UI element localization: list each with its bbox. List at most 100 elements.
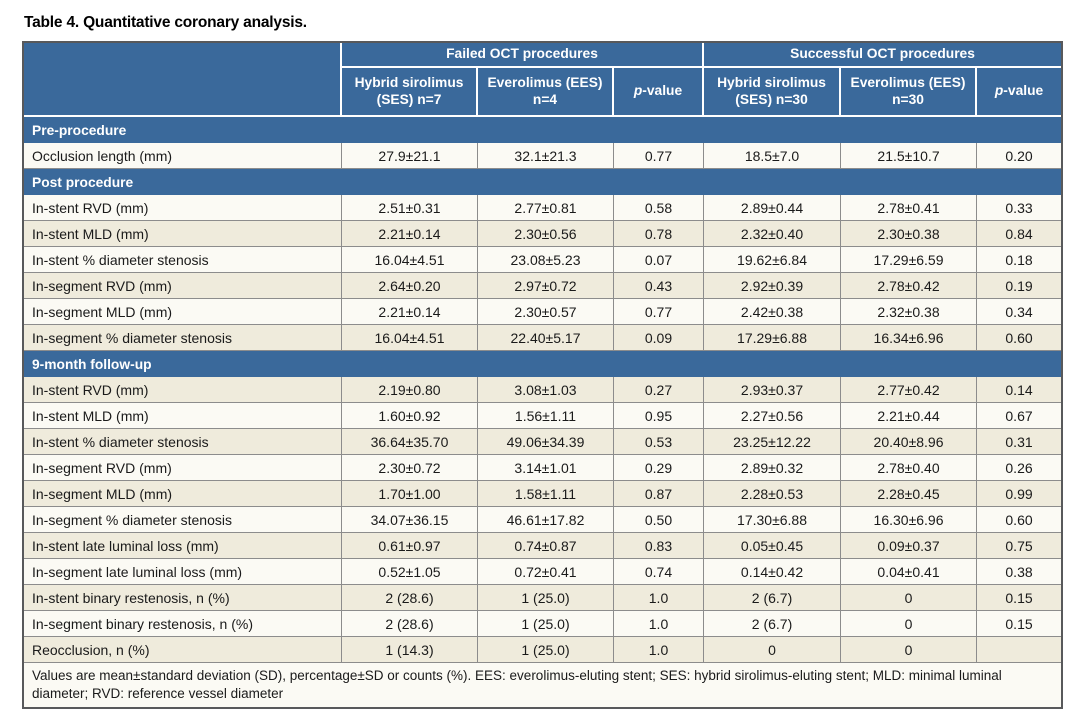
- value-cell: 0.15: [977, 585, 1062, 611]
- value-cell: 23.25±12.22: [704, 429, 842, 455]
- value-cell: 2.78±0.40: [841, 455, 978, 481]
- value-cell: 0.07: [614, 247, 705, 273]
- row-label: In-stent MLD (mm): [24, 403, 342, 429]
- value-cell: 0.43: [614, 273, 705, 299]
- p-italic: p: [633, 83, 643, 99]
- table-header: Failed OCT procedures Successful OCT pro…: [24, 43, 1062, 117]
- value-cell: 2.30±0.56: [478, 221, 614, 247]
- value-cell: 0.78: [614, 221, 705, 247]
- value-cell: 0.52±1.05: [342, 559, 478, 585]
- group-header-failed: Failed OCT procedures: [342, 43, 705, 68]
- value-cell: 23.08±5.23: [478, 247, 614, 273]
- row-label: In-stent % diameter stenosis: [24, 247, 342, 273]
- value-cell: 2.78±0.42: [841, 273, 978, 299]
- value-cell: 0.29: [614, 455, 705, 481]
- value-cell: 2.77±0.81: [478, 195, 614, 221]
- value-cell: 0.53: [614, 429, 705, 455]
- value-cell: 2.27±0.56: [704, 403, 842, 429]
- table-row: Reocclusion, n (%) 1 (14.3) 1 (25.0) 1.0 0 0: [24, 637, 1062, 663]
- value-cell: 0.74±0.87: [478, 533, 614, 559]
- value-cell: 17.29±6.59: [841, 247, 978, 273]
- value-cell: 2.30±0.38: [841, 221, 978, 247]
- col-success-pvalue: p-value: [977, 68, 1062, 117]
- value-cell: 49.06±34.39: [478, 429, 614, 455]
- value-cell: 0.95: [614, 403, 705, 429]
- table-row: In-segment MLD (mm) 1.70±1.00 1.58±1.11 0.8…: [24, 481, 1062, 507]
- value-cell: 2.30±0.72: [342, 455, 478, 481]
- value-cell: 18.5±7.0: [704, 143, 842, 169]
- value-cell: 2.51±0.31: [342, 195, 478, 221]
- value-cell: 2.92±0.39: [704, 273, 842, 299]
- value-cell: 0.09±0.37: [841, 533, 978, 559]
- value-cell: 34.07±36.15: [342, 507, 478, 533]
- value-cell: 0.72±0.41: [478, 559, 614, 585]
- value-cell: 1 (25.0): [478, 637, 614, 663]
- row-label: In-stent MLD (mm): [24, 221, 342, 247]
- value-cell: 1 (25.0): [478, 585, 614, 611]
- value-cell: 0.60: [977, 325, 1062, 351]
- value-cell: 3.14±1.01: [478, 455, 614, 481]
- value-cell: 2.30±0.57: [478, 299, 614, 325]
- value-cell: 0.77: [614, 143, 705, 169]
- value-cell: 0.04±0.41: [841, 559, 978, 585]
- value-cell: 32.1±21.3: [478, 143, 614, 169]
- row-label: Occlusion length (mm): [24, 143, 342, 169]
- value-cell: 2.21±0.14: [342, 299, 478, 325]
- value-cell: 0.15: [977, 611, 1062, 637]
- value-cell: 46.61±17.82: [478, 507, 614, 533]
- value-cell: 2.21±0.14: [342, 221, 478, 247]
- table-row: In-stent MLD (mm) 2.21±0.14 2.30±0.56 0.78 2…: [24, 221, 1062, 247]
- value-cell: 2.28±0.53: [704, 481, 842, 507]
- value-cell: 3.08±1.03: [478, 377, 614, 403]
- table-row: In-stent binary restenosis, n (%) 2 (28.6…: [24, 585, 1062, 611]
- col-success-ees: Everolimus (EES) n=30: [841, 68, 978, 117]
- value-cell: 0.38: [977, 559, 1062, 585]
- column-header-row: Hybrid sirolimus (SES) n=7 Everolimus (EE…: [24, 68, 1062, 117]
- value-cell: 2.32±0.38: [841, 299, 978, 325]
- row-label: In-segment % diameter stenosis: [24, 325, 342, 351]
- value-cell: 0.31: [977, 429, 1062, 455]
- value-cell: 1.56±1.11: [478, 403, 614, 429]
- p-italic: p: [994, 83, 1004, 99]
- table-row: In-stent RVD (mm) 2.19±0.80 3.08±1.03 0.27 2…: [24, 377, 1062, 403]
- value-cell: 1.60±0.92: [342, 403, 478, 429]
- row-label: In-segment RVD (mm): [24, 273, 342, 299]
- value-cell: 1 (25.0): [478, 611, 614, 637]
- value-cell: 0.83: [614, 533, 705, 559]
- value-cell: 0.14: [977, 377, 1062, 403]
- value-cell: 2.97±0.72: [478, 273, 614, 299]
- value-cell: 0: [704, 637, 842, 663]
- value-cell: 0.77: [614, 299, 705, 325]
- value-cell: [977, 637, 1062, 663]
- table-row: In-segment late luminal loss (mm) 0.52±1.…: [24, 559, 1062, 585]
- value-cell: 0: [841, 637, 978, 663]
- footnote-row: Values are mean±standard deviation (SD),…: [24, 663, 1062, 708]
- value-cell: 2.19±0.80: [342, 377, 478, 403]
- row-label: In-segment RVD (mm): [24, 455, 342, 481]
- value-cell: 1.70±1.00: [342, 481, 478, 507]
- value-cell: 1.58±1.11: [478, 481, 614, 507]
- value-cell: 0: [841, 585, 978, 611]
- table-footnote: Values are mean±standard deviation (SD),…: [24, 663, 1062, 708]
- value-cell: 2.42±0.38: [704, 299, 842, 325]
- table-row: In-stent RVD (mm) 2.51±0.31 2.77±0.81 0.58 2…: [24, 195, 1062, 221]
- value-cell: 0.50: [614, 507, 705, 533]
- value-cell: 0.26: [977, 455, 1062, 481]
- value-cell: 0.05±0.45: [704, 533, 842, 559]
- value-cell: 0.61±0.97: [342, 533, 478, 559]
- quantitative-coronary-analysis-table: Failed OCT procedures Successful OCT pro…: [22, 41, 1064, 710]
- value-cell: 0.84: [977, 221, 1062, 247]
- value-cell: 17.29±6.88: [704, 325, 842, 351]
- table-row: In-segment binary restenosis, n (%) 2 (28…: [24, 611, 1062, 637]
- value-cell: 1.0: [614, 585, 705, 611]
- value-cell: 2.28±0.45: [841, 481, 978, 507]
- value-cell: 0: [841, 611, 978, 637]
- row-label: In-segment late luminal loss (mm): [24, 559, 342, 585]
- value-cell: 2 (28.6): [342, 611, 478, 637]
- value-cell: 2 (6.7): [704, 585, 842, 611]
- value-cell: 17.30±6.88: [704, 507, 842, 533]
- value-cell: 0.27: [614, 377, 705, 403]
- value-cell: 16.04±4.51: [342, 325, 478, 351]
- value-cell: 0.18: [977, 247, 1062, 273]
